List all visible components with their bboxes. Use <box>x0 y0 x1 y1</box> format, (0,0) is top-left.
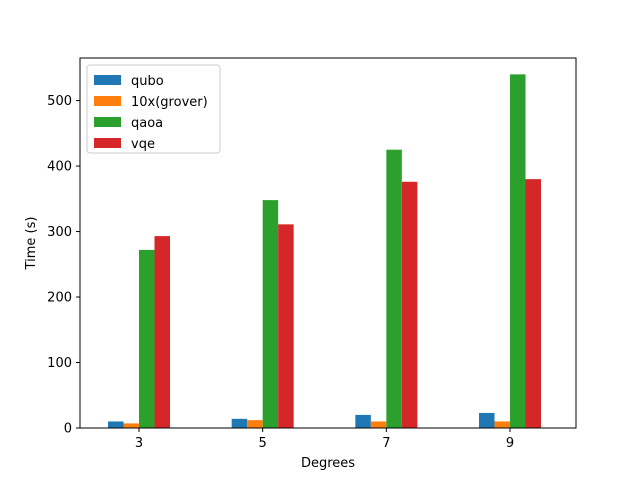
y-tick-label-400: 400 <box>47 160 72 175</box>
bar-qubo-5 <box>231 418 248 428</box>
legend: qubo 10x(grover) qaoa vqe <box>86 64 221 154</box>
x-axis: 3 5 7 9 <box>135 428 514 451</box>
legend-label-qubo: qubo <box>131 74 164 89</box>
x-tick-label-9: 9 <box>506 436 514 451</box>
bar-vqe-5 <box>278 224 294 428</box>
legend-swatch-10x-grover- <box>94 96 121 106</box>
y-axis: 0 100 200 300 400 500 <box>47 94 80 437</box>
legend-box <box>86 64 221 154</box>
legend-swatch-vqe <box>94 138 121 148</box>
y-tick-label-200: 200 <box>47 291 72 306</box>
y-tick-label-300: 300 <box>47 225 72 240</box>
y-tick-label-100: 100 <box>47 356 72 371</box>
plot-frame <box>79 57 577 429</box>
bar-qubo-9 <box>479 412 495 428</box>
x-tick-label-5: 5 <box>259 436 267 451</box>
y-tick-label-500: 500 <box>47 94 72 109</box>
x-tick-label-3: 3 <box>135 436 143 451</box>
bar-vqe-9 <box>525 179 542 428</box>
x-tick-label-7: 7 <box>382 436 390 451</box>
bar-qaoa-3 <box>139 249 155 428</box>
bar-qubo-3 <box>108 421 124 428</box>
bar-qaoa-9 <box>510 74 526 429</box>
legend-label-qaoa: qaoa <box>131 116 163 131</box>
bar-qubo-7 <box>355 414 371 428</box>
bar-10x-grover--5 <box>247 420 263 428</box>
bar-qaoa-7 <box>386 149 402 428</box>
x-axis-label: Degrees <box>301 456 355 471</box>
bar-10x-grover--7 <box>370 421 387 428</box>
legend-swatch-qaoa <box>94 117 121 127</box>
y-axis-label: Time (s) <box>24 217 39 271</box>
legend-label-10x-grover-: 10x(grover) <box>131 95 208 110</box>
bar-vqe-7 <box>401 181 418 428</box>
bars-layer <box>108 74 542 429</box>
bar-10x-grover--3 <box>123 423 139 428</box>
legend-swatch-qubo <box>94 75 121 85</box>
bar-10x-grover--9 <box>494 421 511 428</box>
y-tick-label-0: 0 <box>64 422 72 437</box>
legend-label-vqe: vqe <box>131 137 155 152</box>
bar-qaoa-5 <box>262 200 279 428</box>
bar-vqe-3 <box>154 236 170 428</box>
